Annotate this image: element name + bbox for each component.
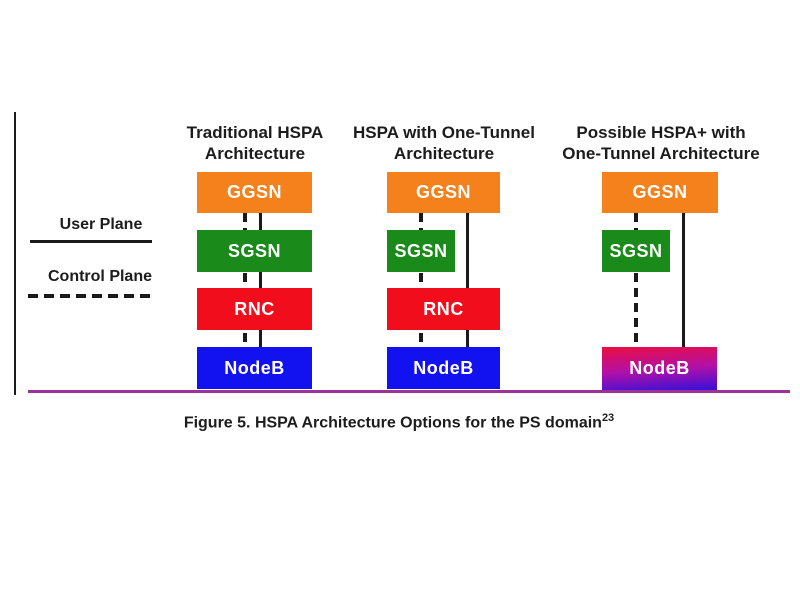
col2-control-plane-line xyxy=(419,213,423,347)
column-header-hspa-plus: Possible HSPA+ with One-Tunnel Architect… xyxy=(562,122,759,164)
col2-node-ggsn: GGSN xyxy=(387,172,500,213)
legend-control-plane-dashed-line xyxy=(28,294,152,298)
col2-node-rnc: RNC xyxy=(387,288,500,330)
col1-control-plane-line xyxy=(243,213,247,347)
col2-node-sgsn: SGSN xyxy=(387,230,455,272)
column-header-line1: Possible HSPA+ with xyxy=(576,123,746,142)
col1-node-sgsn: SGSN xyxy=(197,230,312,272)
figure-caption-text: Figure 5. HSPA Architecture Options for … xyxy=(183,414,602,432)
figure-caption-superscript: 23 xyxy=(601,412,615,424)
col3-node-sgsn: SGSN xyxy=(602,230,670,272)
bottom-divider-line xyxy=(28,390,790,393)
left-axis-line xyxy=(14,112,16,395)
legend-user-plane-label: User Plane xyxy=(59,216,143,233)
column-header-traditional: Traditional HSPA Architecture xyxy=(187,122,324,164)
legend-control-plane-label: Control Plane xyxy=(47,268,153,285)
col2-node-nodeb: NodeB xyxy=(387,347,500,389)
column-header-line2: One-Tunnel Architecture xyxy=(562,144,760,163)
col1-node-nodeb: NodeB xyxy=(197,347,312,389)
column-header-line1: Traditional HSPA xyxy=(186,123,324,142)
col3-node-nodeb: NodeB xyxy=(602,347,717,390)
col3-node-ggsn: GGSN xyxy=(602,172,718,213)
col2-one-tunnel-user-plane-line xyxy=(466,213,469,347)
column-header-line2: Architecture xyxy=(204,144,306,163)
col1-user-plane-line xyxy=(259,213,262,347)
col1-node-ggsn: GGSN xyxy=(197,172,312,213)
col3-control-plane-line xyxy=(634,213,638,347)
column-header-line2: Architecture xyxy=(393,144,495,163)
column-header-line1: HSPA with One-Tunnel xyxy=(353,123,535,142)
column-header-one-tunnel: HSPA with One-Tunnel Architecture xyxy=(353,122,535,164)
legend-user-plane-solid-line xyxy=(30,240,152,243)
figure-caption: Figure 5. HSPA Architecture Options for … xyxy=(184,412,614,432)
col1-node-rnc: RNC xyxy=(197,288,312,330)
col3-one-tunnel-user-plane-line xyxy=(682,213,685,347)
